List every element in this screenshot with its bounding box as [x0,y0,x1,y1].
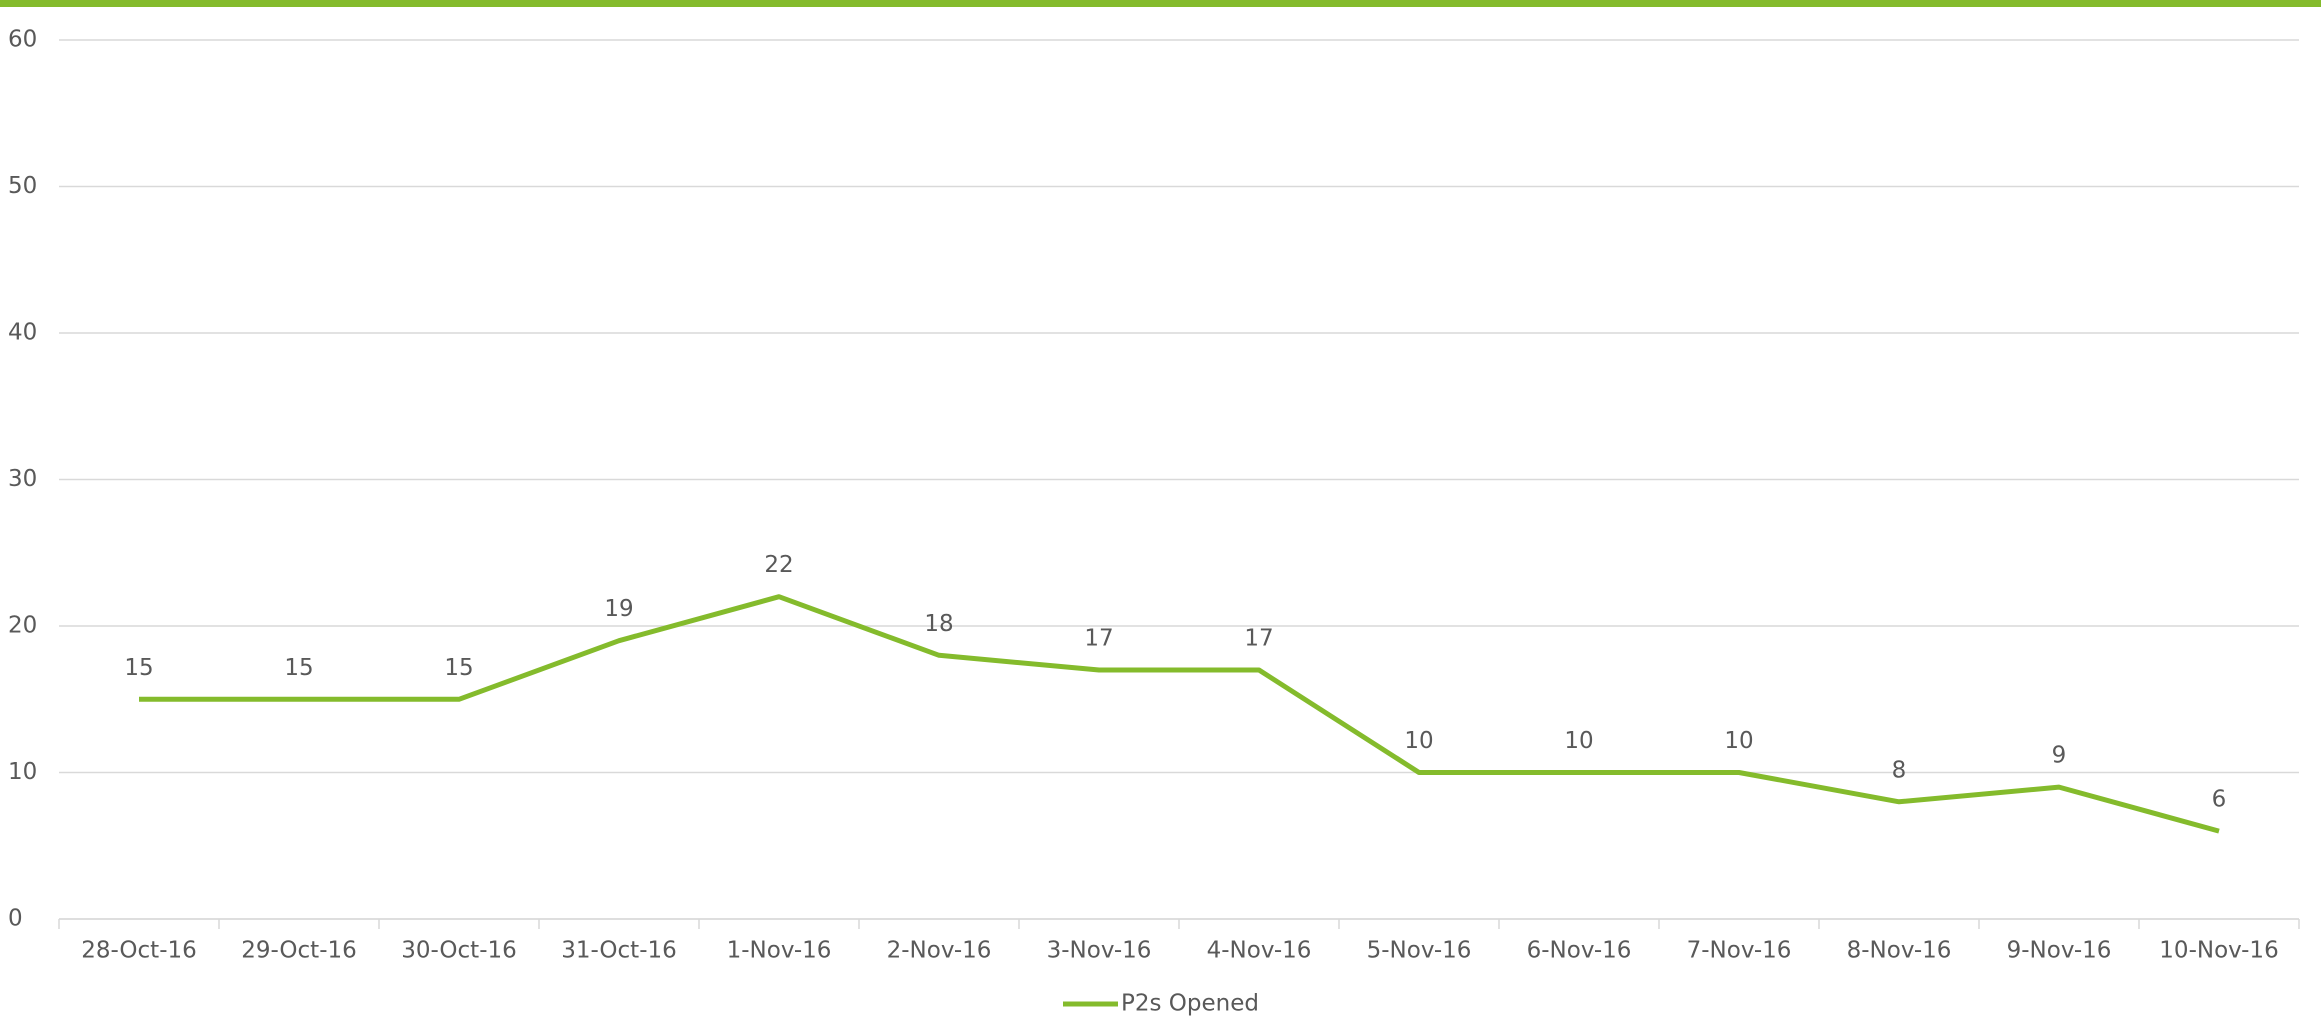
x-tick-label: 7-Nov-16 [1687,938,1792,964]
x-tick-label: 1-Nov-16 [727,938,832,964]
x-tick-label: 30-Oct-16 [401,938,517,964]
data-label: 19 [604,596,633,622]
x-tick-label: 28-Oct-16 [81,938,197,964]
x-tick-label: 4-Nov-16 [1207,938,1312,964]
data-label: 6 [2212,787,2227,813]
y-tick-label: 0 [8,906,23,932]
data-label: 10 [1404,728,1433,754]
data-label: 17 [1084,625,1113,651]
x-tick-label: 5-Nov-16 [1367,938,1472,964]
top-bar [0,0,2321,7]
x-tick-label: 3-Nov-16 [1047,938,1152,964]
data-label: 15 [444,655,473,681]
x-tick-label: 9-Nov-16 [2007,938,2112,964]
data-label: 8 [1892,757,1907,783]
x-tick-label: 2-Nov-16 [887,938,992,964]
data-label: 15 [124,655,153,681]
data-label: 18 [924,611,953,637]
y-tick-label: 30 [8,466,37,492]
data-label: 22 [764,552,793,578]
series-line [139,594,2220,834]
x-tick-label: 6-Nov-16 [1527,938,1632,964]
data-label: 10 [1564,728,1593,754]
y-tick-label: 50 [8,173,37,199]
x-tick-label: 10-Nov-16 [2159,938,2278,964]
y-tick-label: 40 [8,320,37,346]
legend-label: P2s Opened [1121,991,1259,1017]
data-label: 10 [1724,728,1753,754]
x-tick-label: 31-Oct-16 [561,938,677,964]
data-label: 9 [2052,743,2067,769]
data-label: 15 [284,655,313,681]
x-tick-label: 29-Oct-16 [241,938,357,964]
y-tick-label: 20 [8,613,37,639]
y-tick-label: 60 [8,27,37,53]
data-label: 17 [1244,625,1273,651]
x-tick-label: 8-Nov-16 [1847,938,1952,964]
y-tick-label: 10 [8,759,37,785]
